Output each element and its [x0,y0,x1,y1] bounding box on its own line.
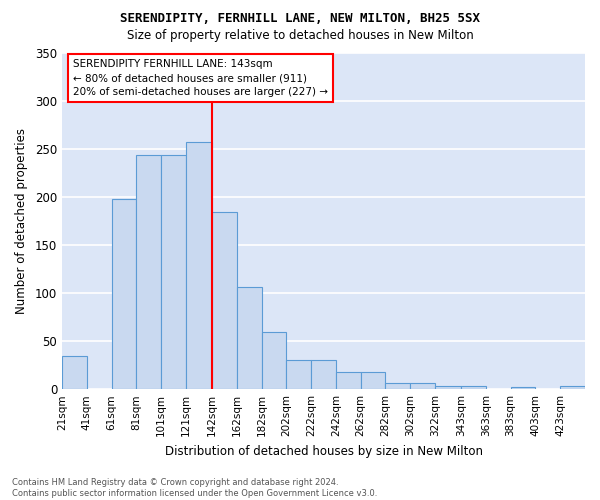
Bar [511,388,535,389]
Bar [62,356,87,389]
Bar [361,372,385,389]
Bar [136,156,161,389]
Y-axis label: Number of detached properties: Number of detached properties [15,128,28,314]
Bar [461,386,486,389]
Text: Size of property relative to detached houses in New Milton: Size of property relative to detached ho… [127,29,473,42]
Text: Contains HM Land Registry data © Crown copyright and database right 2024.
Contai: Contains HM Land Registry data © Crown c… [12,478,377,498]
Bar [410,384,435,389]
Text: SERENDIPITY, FERNHILL LANE, NEW MILTON, BH25 5SX: SERENDIPITY, FERNHILL LANE, NEW MILTON, … [120,12,480,26]
Bar [262,332,286,389]
Bar [112,198,136,389]
Text: SERENDIPITY FERNHILL LANE: 143sqm
← 80% of detached houses are smaller (911)
20%: SERENDIPITY FERNHILL LANE: 143sqm ← 80% … [73,59,328,97]
Bar [161,156,186,389]
Bar [560,386,585,389]
Bar [186,142,212,389]
Bar [212,212,237,389]
Bar [336,372,361,389]
Bar [435,386,461,389]
Bar [286,360,311,389]
Bar [237,287,262,389]
Bar [385,384,410,389]
Bar [311,360,336,389]
X-axis label: Distribution of detached houses by size in New Milton: Distribution of detached houses by size … [164,444,482,458]
